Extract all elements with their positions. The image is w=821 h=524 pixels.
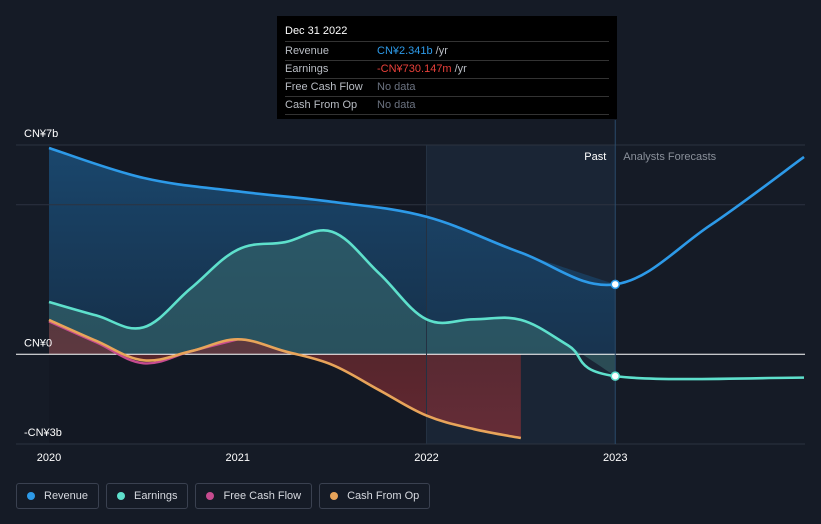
tooltip-date: Dec 31 2022 — [285, 24, 609, 42]
tooltip-label: Earnings — [285, 63, 329, 75]
legend: Revenue Earnings Free Cash Flow Cash Fro… — [16, 483, 431, 511]
earnings-area — [49, 230, 616, 377]
legend-label: Free Cash Flow — [223, 490, 302, 502]
legend-label: Cash From Op — [347, 490, 420, 502]
revenue-marker — [610, 279, 620, 290]
legend-item-revenue[interactable]: Revenue — [16, 483, 100, 509]
legend-dot-icon — [117, 492, 126, 500]
legend-dot-icon — [27, 492, 35, 500]
tooltip-label: Revenue — [285, 45, 330, 57]
tooltip-value: -CN¥730.147m — [377, 63, 452, 75]
tooltip-row-cash-from-op: Cash From Op No data — [285, 97, 609, 115]
tooltip-row-free-cash-flow: Free Cash Flow No data — [285, 79, 609, 97]
tooltip-value: No data — [377, 81, 416, 93]
legend-item-cash-from-op[interactable]: Cash From Op — [319, 483, 431, 509]
legend-dot-icon — [206, 492, 215, 500]
tooltip-label: Free Cash Flow — [285, 81, 363, 93]
earnings-line — [48, 229, 805, 381]
tooltip-label: Cash From Op — [285, 99, 358, 111]
legend-item-earnings[interactable]: Earnings — [106, 483, 189, 509]
earnings-marker — [610, 371, 620, 381]
x-axis-label: 2021 — [226, 452, 250, 464]
tooltip-row-revenue: Revenue CN¥2.341b /yr — [285, 43, 609, 61]
legend-label: Revenue — [44, 490, 89, 502]
tooltip-unit: /yr — [454, 63, 467, 75]
forecast-label: Analysts Forecasts — [623, 151, 716, 163]
legend-dot-icon — [330, 492, 339, 500]
cash-from-op-line — [48, 318, 522, 440]
y-axis-label: CN¥0 — [24, 337, 52, 349]
tooltip-unit: /yr — [435, 45, 448, 57]
x-axis-label: 2020 — [37, 452, 61, 464]
x-axis-label: 2022 — [414, 452, 438, 464]
tooltip-value: CN¥2.341b — [377, 45, 433, 57]
tooltip-value: No data — [377, 99, 416, 111]
legend-label: Earnings — [134, 490, 178, 502]
y-axis-label: CN¥7b — [24, 128, 58, 140]
revenue-line — [48, 146, 805, 287]
x-axis-label: 2023 — [603, 452, 627, 464]
past-label: Past — [584, 151, 606, 163]
tooltip-row-earnings: Earnings -CN¥730.147m /yr — [285, 61, 609, 79]
data-tooltip: Dec 31 2022 Revenue CN¥2.341b /yr Earnin… — [277, 16, 617, 119]
y-axis-label: -CN¥3b — [24, 427, 62, 439]
legend-item-free-cash-flow[interactable]: Free Cash Flow — [195, 483, 313, 509]
